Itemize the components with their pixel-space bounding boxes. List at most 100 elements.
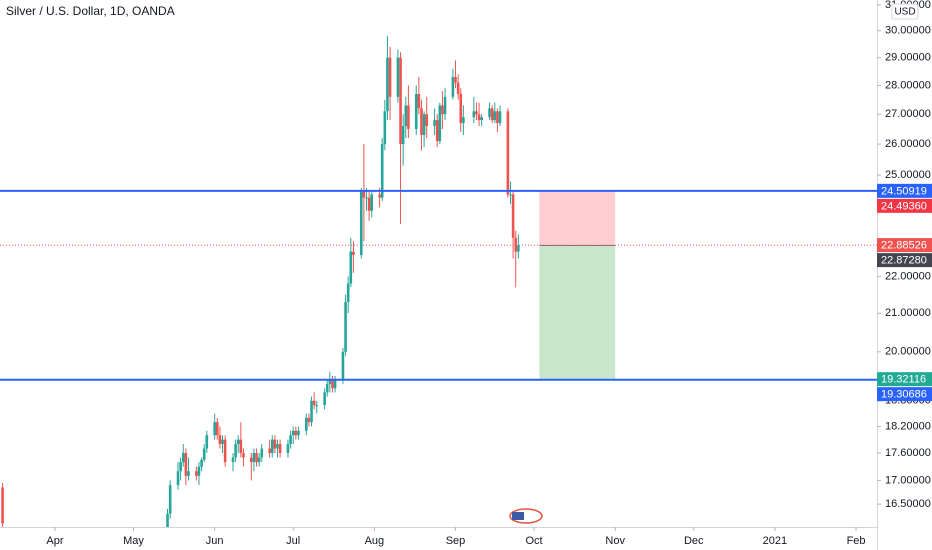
- y-tick-label: 17.00000: [885, 474, 931, 486]
- candle-body: [331, 380, 334, 389]
- x-tick-label: Sep: [446, 535, 466, 547]
- chart-title: Silver / U.S. Dollar, 1D, OANDA: [6, 4, 175, 18]
- candle-body: [268, 448, 271, 454]
- candle-body: [270, 439, 274, 454]
- candle-body: [511, 194, 515, 238]
- candle-body: [441, 105, 444, 115]
- price-tag-label: 24.50919: [881, 185, 927, 197]
- candle-body: [187, 471, 190, 476]
- candle-body: [459, 93, 463, 124]
- candle-body: [179, 462, 182, 472]
- candle-body: [417, 93, 421, 109]
- candle-body: [181, 453, 185, 463]
- candle-body: [231, 457, 235, 463]
- candle-body: [276, 444, 279, 449]
- x-tick-label: Jun: [206, 535, 224, 547]
- price-tag: [877, 387, 932, 402]
- candle-body: [362, 191, 366, 198]
- candle-body: [435, 120, 439, 142]
- price-axis: 31.0000030.0000029.0000028.0000027.00000…: [877, 0, 931, 510]
- y-tick-label: 25.00000: [885, 169, 931, 181]
- x-tick-label: Jul: [286, 535, 300, 547]
- candle-body: [250, 457, 253, 463]
- x-tick-label: Oct: [525, 535, 542, 547]
- price-tag-label: 19.32116: [881, 374, 926, 386]
- candle-body: [367, 197, 371, 211]
- candle-body: [315, 405, 319, 407]
- candle-body: [255, 453, 258, 463]
- candle-body: [239, 439, 243, 454]
- candle-body: [401, 126, 405, 145]
- y-tick-label: 21.00000: [885, 307, 931, 319]
- candle-body: [168, 485, 172, 514]
- x-tick-label: Dec: [684, 535, 704, 547]
- candle-body: [388, 57, 392, 97]
- candle-body: [176, 471, 180, 486]
- price-tag: [877, 253, 932, 268]
- candle-body: [333, 380, 337, 389]
- candle-body: [365, 197, 368, 199]
- candle-body: [349, 251, 353, 284]
- x-tick-label: Aug: [365, 535, 385, 547]
- candle-body: [223, 439, 227, 463]
- candle-body: [498, 111, 502, 124]
- x-tick-label: May: [123, 535, 144, 547]
- y-tick-label: 20.00000: [885, 346, 931, 358]
- y-tick-label: 16.50000: [885, 498, 931, 510]
- candle-body: [404, 105, 408, 127]
- candle-body: [480, 117, 483, 121]
- candle-body: [454, 76, 457, 83]
- candle-body: [493, 111, 497, 121]
- candle-body: [383, 111, 387, 145]
- candle-body: [273, 439, 277, 449]
- candle-body: [195, 471, 198, 476]
- x-tick-label: Apr: [46, 535, 63, 547]
- candle-body: [386, 57, 389, 112]
- candle-body: [352, 251, 355, 256]
- candle-body: [166, 513, 169, 527]
- x-tick-label: Feb: [847, 535, 866, 547]
- price-tag-label: 24.49360: [881, 200, 927, 212]
- candle-body: [517, 245, 520, 252]
- candle-body: [462, 117, 465, 124]
- candle-body: [304, 417, 308, 431]
- candle-body: [291, 430, 295, 436]
- price-tag: [877, 238, 932, 253]
- price-tag-label: 22.87280: [881, 255, 927, 267]
- stop-zone: [539, 191, 616, 246]
- candle-body: [310, 400, 313, 423]
- candle-body: [399, 57, 402, 145]
- candle-body: [488, 108, 491, 118]
- candle-body: [184, 453, 188, 476]
- candle-body: [344, 301, 347, 352]
- candle-body: [328, 380, 332, 385]
- candle-body: [422, 114, 426, 136]
- candle-body: [294, 430, 298, 436]
- candle-body: [370, 194, 374, 211]
- candle-body: [205, 435, 209, 449]
- candle-body: [200, 459, 203, 467]
- candle-body: [509, 194, 512, 196]
- candle-body: [221, 439, 224, 445]
- candle-body: [396, 57, 400, 97]
- candle-body: [213, 422, 216, 436]
- candle-body: [197, 466, 201, 476]
- x-tick-label: Nov: [605, 535, 625, 547]
- currency-box[interactable]: [891, 3, 919, 20]
- candle-body: [252, 453, 256, 463]
- candle-body: [359, 191, 363, 256]
- candle-body: [414, 93, 418, 130]
- price-tag: [877, 198, 932, 213]
- candle-body: [407, 105, 410, 130]
- candle-body: [234, 444, 237, 458]
- candle-body: [202, 448, 206, 460]
- price-tag: [877, 183, 932, 198]
- candle-body: [218, 435, 222, 445]
- y-tick-label: 17.60000: [885, 447, 931, 459]
- event-icon: [509, 508, 543, 524]
- candle-body: [312, 400, 316, 406]
- candle-body: [451, 76, 455, 97]
- candle-body: [260, 448, 264, 458]
